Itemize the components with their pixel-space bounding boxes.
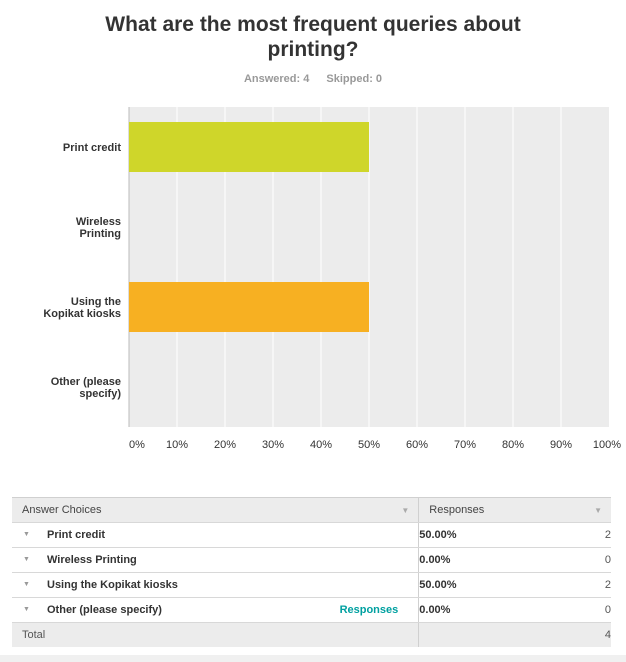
choice-label: Print credit <box>47 529 106 541</box>
y-category-label: Other (please <box>51 376 121 388</box>
responses-header-sort[interactable]: ▼ <box>530 497 611 523</box>
bar-chart: 0% 10% 20% 30% 40% 50% 60% 70% 80% 90% 100% Print c… <box>43 107 621 451</box>
x-tick-label: 100% <box>593 439 621 451</box>
x-tick-label: 50% <box>358 439 380 451</box>
choice-count: 2 <box>530 522 611 548</box>
y-category-label: Printing <box>79 228 121 240</box>
x-tick-label: 0% <box>129 439 145 451</box>
x-tick-label: 30% <box>262 439 284 451</box>
table-row: ▼ Using the Kopikat kiosks 50.00% 2 <box>12 572 611 598</box>
chart-title: What are the most frequent queries about… <box>105 13 521 61</box>
responses-table: Answer Choices ▼ Responses ▼ ▼ Print cred… <box>12 497 611 647</box>
y-category-label: specify) <box>79 388 121 400</box>
y-category-label: Kopikat kiosks <box>43 308 121 320</box>
bar <box>129 282 369 332</box>
table-row: ▼ Wireless Printing 0.00% 0 <box>12 547 611 573</box>
x-tick-label: 40% <box>310 439 332 451</box>
choice-label: Other (please specify) <box>47 604 162 616</box>
response-summary: Answered: 4 Skipped: 0 <box>0 73 626 85</box>
sort-caret-icon[interactable]: ▼ <box>594 506 602 515</box>
choice-label: Wireless Printing <box>47 554 137 566</box>
responses-header[interactable]: Responses <box>418 497 531 523</box>
answer-choices-header[interactable]: Answer Choices ▼ <box>12 497 420 523</box>
x-tick-label: 20% <box>214 439 236 451</box>
answered-count: Answered: 4 <box>243 73 310 85</box>
skipped-count: Skipped: 0 <box>326 73 383 85</box>
bar <box>129 122 369 172</box>
table-row: ▼ Other (please specify) Responses 0.00% 0 <box>12 597 611 623</box>
expand-row-icon[interactable]: ▼ <box>23 606 30 613</box>
responses-header-label: Responses <box>429 504 485 516</box>
expand-row-icon[interactable]: ▼ <box>23 556 30 563</box>
total-row: Total 4 <box>12 622 611 647</box>
y-category-label: Wireless <box>76 216 121 228</box>
y-category-label: Using the <box>71 296 121 308</box>
choice-label: Using the Kopikat kiosks <box>47 579 178 591</box>
x-tick-label: 90% <box>550 439 572 451</box>
choice-count: 0 <box>530 597 611 623</box>
choice-count: 0 <box>530 547 611 573</box>
x-tick-label: 80% <box>502 439 524 451</box>
y-category-label: Print credit <box>63 142 121 154</box>
table-row: ▼ Print credit 50.00% 2 <box>12 522 611 548</box>
expand-row-icon[interactable]: ▼ <box>23 581 30 588</box>
choice-percent: 0.00% <box>418 597 531 623</box>
sort-caret-icon[interactable]: ▼ <box>401 506 410 515</box>
choice-percent: 50.00% <box>418 572 531 598</box>
view-responses-link[interactable]: Responses <box>339 604 399 616</box>
choice-percent: 0.00% <box>418 547 531 573</box>
x-tick-label: 70% <box>454 439 476 451</box>
choice-count: 2 <box>530 572 611 598</box>
x-tick-label: 60% <box>406 439 428 451</box>
table-header-row: Answer Choices ▼ Responses ▼ <box>12 497 611 523</box>
total-label: Total <box>22 629 46 641</box>
expand-row-icon[interactable]: ▼ <box>23 531 30 538</box>
answer-choices-header-label: Answer Choices <box>22 504 102 516</box>
x-tick-label: 10% <box>166 439 188 451</box>
total-value: 4 <box>530 622 611 647</box>
page-bottom-strip <box>0 655 626 662</box>
choice-percent: 50.00% <box>418 522 531 548</box>
